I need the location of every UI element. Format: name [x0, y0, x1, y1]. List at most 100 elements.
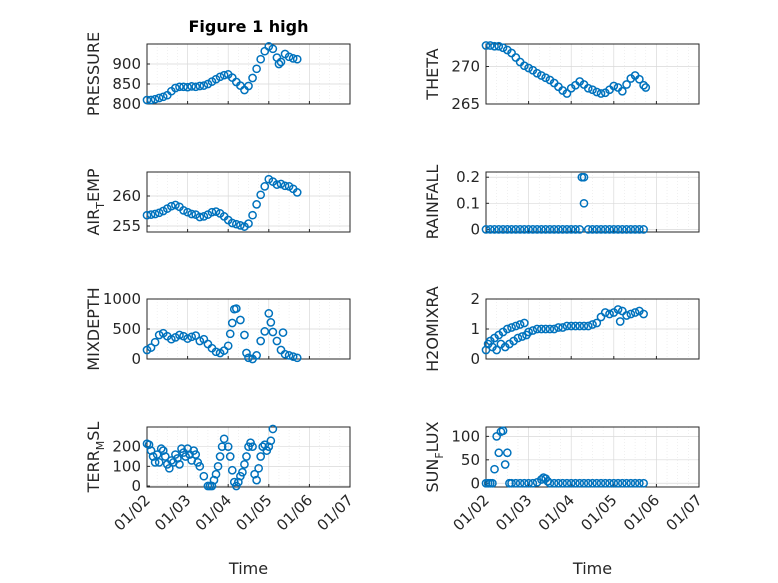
y-axis-label: PRESSURE [84, 32, 103, 116]
data-point [292, 353, 302, 363]
data-point [278, 328, 288, 337]
data-point [199, 81, 209, 90]
data-point [248, 442, 257, 452]
data-point [225, 329, 235, 339]
data-point [596, 478, 606, 488]
data-point [276, 57, 286, 67]
y-axis-label: AIRTEMP [84, 168, 107, 235]
data-point [605, 478, 614, 488]
data-point [142, 95, 152, 105]
x-tick-label: 01/02 [111, 491, 154, 534]
data-point [558, 323, 568, 332]
y-tick-label: 850 [112, 75, 141, 93]
data-point [492, 432, 501, 441]
data-point [566, 225, 576, 234]
data-point [630, 308, 640, 317]
data-point [583, 83, 593, 93]
data-point [545, 324, 555, 334]
data-point [215, 72, 225, 82]
data-point [617, 225, 627, 234]
data-point [511, 225, 521, 234]
y-tick-label: 200 [112, 438, 141, 456]
data-point [605, 225, 614, 234]
data-point [292, 188, 302, 197]
data-point [617, 306, 627, 316]
subplot-2: 265 270 THETA [423, 41, 700, 113]
data-point [554, 478, 563, 488]
data-point [571, 321, 580, 331]
data-point [537, 71, 546, 80]
data-point [635, 74, 644, 84]
data-point [511, 321, 521, 331]
data-point [248, 210, 257, 220]
data-point [244, 81, 253, 91]
data-point [639, 309, 648, 319]
data-point [635, 225, 644, 234]
data-point [575, 478, 585, 488]
data-point [562, 89, 572, 98]
x-tick-label: 01/07 [663, 491, 706, 534]
data-point [626, 309, 636, 319]
data-point [579, 478, 589, 488]
data-point [171, 200, 180, 210]
data-point [219, 434, 229, 444]
data-point [498, 426, 508, 436]
data-point [507, 323, 516, 332]
data-point [260, 182, 270, 191]
data-point [524, 327, 533, 337]
data-point [284, 351, 294, 360]
axes-border [485, 298, 700, 360]
y-tick-label: 900 [112, 55, 141, 73]
x-tick-label: 01/05 [232, 491, 275, 534]
y-tick-label: 265 [451, 95, 480, 113]
y-axis-label: SUNFLUX [423, 421, 446, 492]
data-point [207, 207, 217, 217]
data-point [167, 201, 176, 211]
data-point [588, 85, 597, 95]
data-point [179, 206, 188, 215]
data-point [211, 469, 221, 479]
y-tick-label: 0 [131, 350, 141, 368]
y-tick-label: 0.2 [456, 168, 480, 186]
chart-title: Figure 1 high [189, 17, 309, 36]
data-point [227, 218, 237, 228]
data-point [154, 458, 164, 467]
data-point [617, 478, 627, 488]
data-point [260, 327, 270, 336]
data-point [617, 86, 627, 96]
data-point [152, 450, 162, 459]
data-point [630, 225, 640, 234]
data-point [187, 209, 197, 219]
data-point [562, 225, 572, 234]
data-point [187, 332, 197, 342]
data-point [515, 478, 525, 488]
data-point [488, 478, 497, 488]
subplot-6: 0 1 2 H2OMIXRA [423, 286, 700, 372]
y-tick-label: 0 [131, 477, 141, 495]
x-tick-label: 01/04 [535, 491, 578, 534]
data-point [549, 225, 559, 234]
data-point [264, 309, 274, 318]
axes-border [485, 43, 700, 105]
data-point [588, 478, 597, 488]
data-point [566, 478, 576, 488]
data-point [236, 315, 245, 325]
data-point [554, 225, 563, 234]
data-point [223, 442, 233, 452]
data-point [223, 341, 233, 351]
data-point [485, 225, 495, 234]
data-point [641, 83, 651, 92]
data-point [150, 337, 160, 347]
data-point [211, 207, 221, 216]
y-tick-label: 260 [112, 187, 141, 205]
data-point [252, 200, 261, 209]
data-point [575, 321, 585, 331]
data-point [195, 81, 205, 91]
axes-border [485, 171, 700, 233]
data-point [268, 44, 278, 54]
data-point [274, 59, 284, 69]
x-tick-label: 01/07 [314, 491, 357, 534]
data-point [622, 311, 631, 320]
data-point [583, 478, 593, 488]
data-point [490, 464, 499, 474]
